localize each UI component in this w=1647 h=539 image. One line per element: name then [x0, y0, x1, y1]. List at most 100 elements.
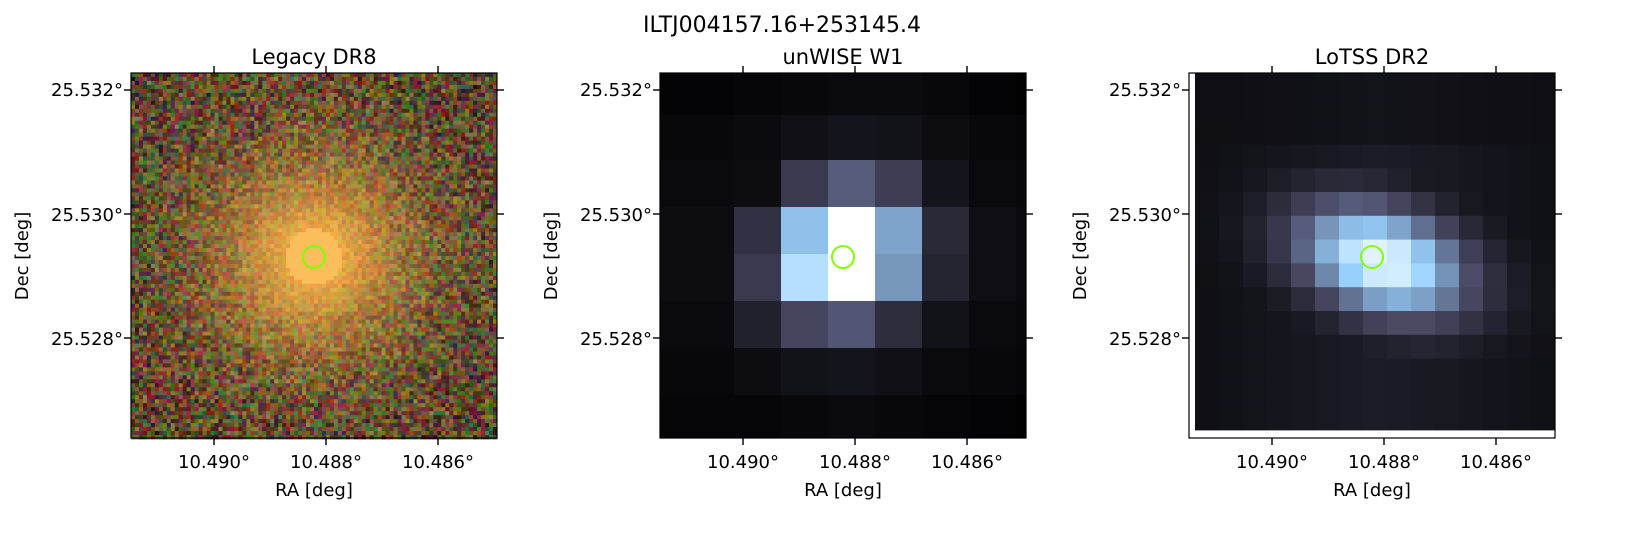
pixel	[321, 88, 327, 94]
pixel	[310, 311, 315, 317]
pixel	[262, 73, 267, 78]
pixel	[226, 200, 231, 205]
pixel	[329, 228, 335, 233]
pixel	[234, 73, 239, 78]
pixel	[290, 403, 295, 408]
pixel	[131, 232, 136, 237]
pixel	[246, 248, 251, 253]
pixel	[262, 248, 267, 253]
pixel	[258, 196, 263, 201]
pixel	[162, 192, 168, 197]
pixel	[317, 387, 323, 392]
pixel	[282, 192, 287, 197]
pixel	[146, 263, 152, 269]
pixel	[131, 144, 136, 149]
pixel	[266, 84, 271, 90]
pixel	[341, 136, 347, 142]
pixel	[278, 419, 283, 424]
pixel	[254, 383, 259, 388]
pixel	[150, 172, 156, 177]
pixel	[325, 263, 331, 269]
pixel	[170, 196, 176, 201]
pixel	[182, 216, 188, 221]
pixel	[302, 275, 307, 281]
pixel	[298, 407, 303, 412]
pixel	[250, 88, 255, 94]
pixel	[333, 327, 339, 332]
pixel	[337, 267, 343, 273]
pixel	[166, 331, 172, 336]
pixel	[162, 92, 168, 98]
pixel	[202, 220, 207, 225]
pixel	[258, 303, 263, 309]
pixel	[162, 283, 168, 289]
pixel	[202, 140, 207, 146]
pixel	[317, 383, 323, 388]
pixel	[230, 267, 235, 273]
pixel	[302, 415, 307, 420]
pixel	[222, 419, 227, 424]
pixel	[166, 220, 172, 225]
pixel	[266, 180, 271, 185]
pixel	[190, 156, 196, 161]
pixel	[341, 367, 347, 372]
pixel	[230, 216, 235, 221]
pixel	[194, 104, 200, 110]
pixel	[321, 311, 327, 317]
pixel	[321, 395, 327, 400]
pixel	[202, 84, 207, 90]
pixel	[317, 391, 323, 396]
pixel	[329, 355, 335, 360]
pixel	[238, 176, 243, 181]
pixel	[222, 248, 227, 253]
pixel	[254, 279, 259, 285]
pixel	[325, 271, 331, 277]
pixel	[178, 307, 184, 313]
pixel	[218, 331, 223, 336]
pixel	[290, 184, 295, 189]
pixel	[146, 200, 152, 205]
pixel	[150, 84, 156, 90]
pixel	[242, 196, 247, 201]
pixel	[306, 116, 311, 122]
pixel	[190, 367, 196, 372]
pixel	[174, 240, 180, 245]
pixel	[262, 184, 267, 189]
pixel	[345, 124, 351, 130]
pixel	[134, 108, 140, 114]
pixel	[317, 136, 323, 142]
pixel	[250, 252, 255, 257]
pixel	[131, 164, 136, 169]
pixel	[266, 164, 271, 169]
pixel	[250, 423, 255, 428]
pixel	[142, 339, 148, 344]
pixel	[278, 236, 283, 241]
pixel	[266, 355, 271, 360]
pixel	[198, 100, 204, 106]
pixel	[154, 259, 160, 265]
pixel	[210, 295, 215, 301]
pixel	[298, 383, 303, 388]
pixel	[158, 108, 164, 114]
pixel	[246, 236, 251, 241]
pixel	[162, 208, 168, 213]
pixel	[302, 96, 307, 102]
pixel	[266, 387, 271, 392]
pixel	[317, 359, 323, 364]
pixel	[333, 252, 339, 257]
pixel	[142, 303, 148, 309]
pixel	[146, 307, 152, 313]
pixel	[150, 92, 156, 98]
pixel	[230, 212, 235, 217]
pixel	[190, 419, 196, 424]
pixel	[246, 92, 251, 98]
pixel	[134, 236, 140, 241]
pixel	[198, 283, 204, 289]
pixel	[131, 132, 136, 138]
pixel	[131, 128, 136, 134]
pixel	[150, 120, 156, 126]
pixel	[158, 176, 164, 181]
pixel	[246, 427, 251, 432]
pixel	[190, 208, 196, 213]
pixel	[134, 295, 140, 301]
